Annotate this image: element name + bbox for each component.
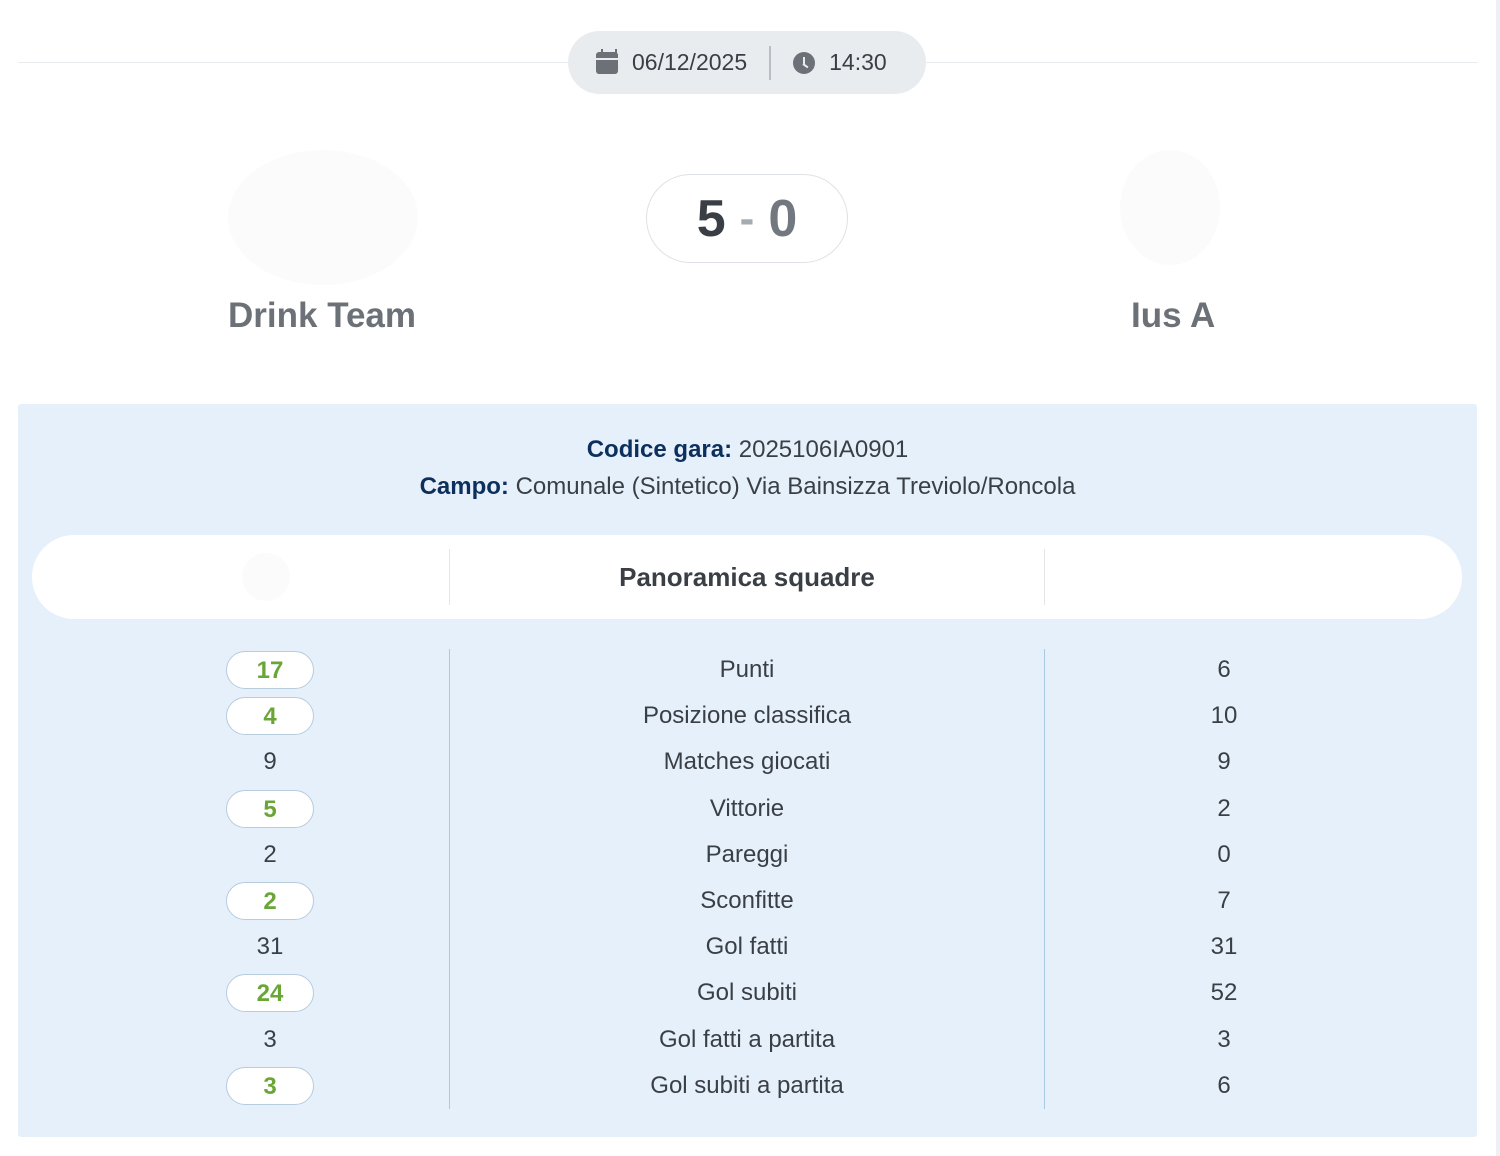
- table-row: 24 Gol subiti 52: [18, 970, 1477, 1016]
- table-row: 4 Posizione classifica 10: [18, 693, 1477, 739]
- stat-label: Gol fatti a partita: [658, 1025, 836, 1053]
- overview-header: Panoramica squadre: [32, 535, 1462, 619]
- table-row: 9 Matches giocati 9: [18, 739, 1477, 785]
- score-box: 5 - 0: [646, 174, 848, 263]
- column-separator-left: [449, 649, 450, 1109]
- home-team-mini-logo: [242, 553, 290, 601]
- stat-label: Posizione classifica: [642, 702, 852, 730]
- home-stat-value: 31: [256, 933, 284, 961]
- home-stat-value: 17: [226, 651, 314, 689]
- stat-label: Gol subiti a partita: [650, 1071, 844, 1099]
- match-code-line: Codice gara: 2025106IA0901: [18, 436, 1477, 464]
- away-team-name[interactable]: Ius A: [1131, 296, 1216, 335]
- stat-label: Sconfitte: [700, 887, 794, 914]
- table-row: 5 Vittorie 2: [18, 786, 1477, 832]
- match-time: 14:30: [829, 49, 887, 75]
- table-row: 2 Sconfitte 7: [18, 878, 1477, 924]
- column-separator-right: [1044, 649, 1045, 1109]
- table-row: 2 Pareggi 0: [18, 832, 1477, 878]
- home-team-name[interactable]: Drink Team: [228, 296, 417, 335]
- away-stat-value: 9: [1217, 748, 1231, 776]
- date-time-pill: 06/12/2025 14:30: [568, 31, 926, 94]
- stat-label: Gol fatti: [705, 933, 789, 961]
- field-line: Campo: Comunale (Sintetico) Via Bainsizz…: [18, 473, 1477, 501]
- calendar-icon: [596, 48, 618, 74]
- away-stat-value: 6: [1217, 1071, 1231, 1099]
- away-stat-value: 2: [1217, 794, 1231, 822]
- stat-label: Vittorie: [709, 794, 785, 822]
- home-stat-value: 3: [263, 1025, 277, 1053]
- score-away: 0: [768, 189, 798, 248]
- table-row: 3 Gol subiti a partita 6: [18, 1063, 1477, 1109]
- scrollbar-track[interactable]: [1496, 0, 1500, 1156]
- score-separator: -: [739, 193, 755, 243]
- stat-label: Gol subiti: [696, 979, 798, 1007]
- home-stat-value: 2: [263, 840, 277, 868]
- table-row: 31 Gol fatti 31: [18, 924, 1477, 970]
- match-date: 06/12/2025: [632, 49, 748, 75]
- match-info-panel: Codice gara: 2025106IA0901 Campo: Comuna…: [18, 404, 1477, 1137]
- home-stat-value: 3: [226, 1066, 314, 1105]
- field-label: Campo:: [419, 473, 509, 500]
- match-code-label: Codice gara:: [586, 436, 733, 463]
- header-separator-left: [449, 549, 450, 605]
- table-row: 17 Punti 6: [18, 647, 1477, 693]
- away-stat-value: 10: [1210, 702, 1238, 730]
- away-stat-value: 7: [1217, 887, 1231, 914]
- table-row: 3 Gol fatti a partita 3: [18, 1017, 1477, 1063]
- stat-label: Matches giocati: [663, 748, 831, 776]
- away-team-logo[interactable]: [1120, 150, 1220, 265]
- home-stat-value: 2: [226, 882, 314, 920]
- away-stat-value: 3: [1217, 1025, 1231, 1053]
- pill-divider: [769, 45, 772, 80]
- home-stat-value: 24: [226, 974, 314, 1013]
- home-stat-value: 4: [226, 697, 314, 736]
- home-stat-value: 5: [226, 789, 314, 828]
- away-stat-value: 31: [1210, 933, 1238, 961]
- match-code-value: 2025106IA0901: [738, 436, 909, 463]
- away-stat-value: 6: [1217, 656, 1231, 683]
- home-team-logo[interactable]: [228, 150, 418, 285]
- home-stat-value: 9: [263, 748, 277, 776]
- away-stat-value: 0: [1217, 840, 1231, 868]
- away-stat-value: 52: [1210, 979, 1238, 1007]
- overview-title: Panoramica squadre: [619, 562, 875, 592]
- score-home: 5: [696, 189, 726, 248]
- clock-icon: [793, 51, 816, 74]
- header-separator-right: [1044, 549, 1045, 605]
- stat-label: Punti: [719, 656, 775, 683]
- stat-label: Pareggi: [705, 840, 789, 868]
- field-value: Comunale (Sintetico) Via Bainsizza Trevi…: [515, 473, 1076, 500]
